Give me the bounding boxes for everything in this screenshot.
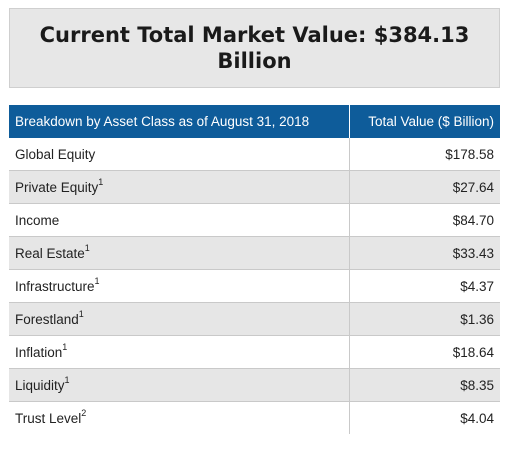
asset-class-cell: Income xyxy=(9,203,350,237)
asset-class-label: Forestland xyxy=(15,311,79,327)
category-column-header: Breakdown by Asset Class as of August 31… xyxy=(9,105,350,138)
asset-class-table: Breakdown by Asset Class as of August 31… xyxy=(9,105,500,434)
value-cell: $4.37 xyxy=(349,269,500,303)
value-column-header: Total Value ($ Billion) xyxy=(349,105,500,138)
table-row: Real Estate1 $33.43 xyxy=(9,236,500,270)
footnote-marker: 2 xyxy=(81,408,87,418)
headline: Current Total Market Value: $384.13 Bill… xyxy=(39,23,470,73)
value-cell: $178.58 xyxy=(349,138,500,171)
asset-class-label: Income xyxy=(15,212,60,228)
asset-class-cell: Trust Level2 xyxy=(9,401,350,434)
table-row: Income $84.70 xyxy=(9,203,500,237)
asset-class-cell: Forestland1 xyxy=(9,302,350,336)
table-row: Liquidity1 $8.35 xyxy=(9,368,500,402)
value-cell: $4.04 xyxy=(349,401,500,434)
asset-class-label: Liquidity xyxy=(15,377,65,393)
asset-class-label: Trust Level xyxy=(15,410,82,426)
value-cell: $18.64 xyxy=(349,335,500,369)
value-cell: $33.43 xyxy=(349,236,500,270)
value-cell: $8.35 xyxy=(349,368,500,402)
footnote-marker: 1 xyxy=(94,276,100,286)
asset-class-label: Real Estate xyxy=(15,245,85,261)
footnote-marker: 1 xyxy=(78,309,84,319)
footnote-marker: 1 xyxy=(98,177,104,187)
asset-class-cell: Global Equity xyxy=(9,138,350,171)
asset-class-cell: Real Estate1 xyxy=(9,236,350,270)
asset-class-label: Infrastructure xyxy=(15,278,95,294)
footnote-marker: 1 xyxy=(62,342,68,352)
footnote-marker: 1 xyxy=(64,375,70,385)
asset-class-label: Private Equity xyxy=(15,179,99,195)
value-cell: $27.64 xyxy=(349,170,500,204)
table-row: Trust Level2 $4.04 xyxy=(9,401,500,434)
asset-class-cell: Liquidity1 xyxy=(9,368,350,402)
asset-class-cell: Private Equity1 xyxy=(9,170,350,204)
asset-class-cell: Inflation1 xyxy=(9,335,350,369)
headline-box: Current Total Market Value: $384.13 Bill… xyxy=(9,8,500,88)
asset-class-label: Global Equity xyxy=(15,146,96,162)
footnote-marker: 1 xyxy=(84,243,90,253)
table-row: Inflation1 $18.64 xyxy=(9,335,500,369)
value-cell: $84.70 xyxy=(349,203,500,237)
table-row: Infrastructure1 $4.37 xyxy=(9,269,500,303)
table-row: Global Equity $178.58 xyxy=(9,138,500,171)
table-row: Private Equity1 $27.64 xyxy=(9,170,500,204)
table-row: Forestland1 $1.36 xyxy=(9,302,500,336)
value-cell: $1.36 xyxy=(349,302,500,336)
asset-class-cell: Infrastructure1 xyxy=(9,269,350,303)
table-header-row: Breakdown by Asset Class as of August 31… xyxy=(9,105,500,138)
asset-class-label: Inflation xyxy=(15,344,63,360)
